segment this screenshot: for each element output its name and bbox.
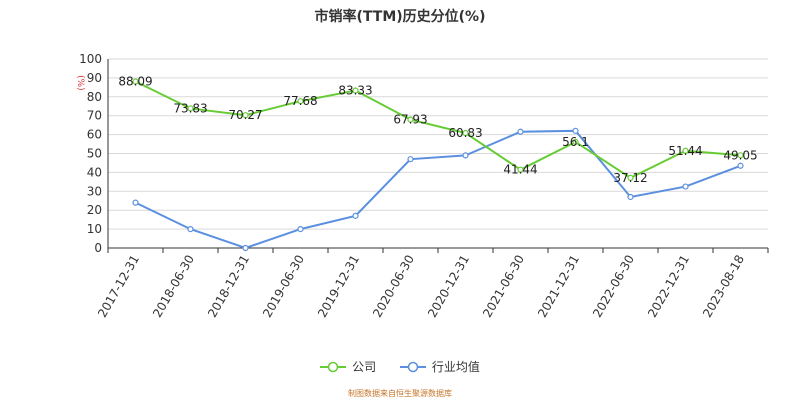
y-tick-label: 80	[87, 90, 102, 104]
data-label: 51.44	[668, 144, 702, 158]
axes	[107, 59, 769, 253]
x-tick-label: 2023-08-18	[700, 253, 747, 320]
x-tick-label: 2021-06-30	[480, 253, 527, 320]
series-line-0	[135, 80, 741, 179]
legend-industry-line-icon	[399, 361, 426, 372]
y-tick-label: 60	[87, 128, 102, 142]
data-label: 83.33	[338, 84, 372, 98]
legend: 公司 行业均值	[0, 358, 800, 376]
x-tick-label: 2019-12-31	[315, 253, 362, 320]
series-0-point[interactable]	[682, 147, 689, 154]
data-label: 77.68	[283, 94, 317, 108]
series-1-point[interactable]	[187, 226, 194, 233]
series-0-point[interactable]	[627, 174, 634, 181]
series-0-point[interactable]	[352, 87, 359, 94]
y-tick-label: 50	[87, 147, 102, 161]
series-0-point[interactable]	[572, 138, 579, 146]
y-tick-label: 40	[87, 165, 102, 179]
x-tick-label: 2019-06-30	[260, 253, 307, 320]
y-tick-label: 20	[87, 203, 102, 217]
data-label: 88.09	[118, 75, 152, 89]
y-tick-label: 0	[94, 241, 102, 255]
x-tick-label: 2021-12-31	[535, 253, 582, 320]
y-tick-label: 70	[87, 109, 102, 123]
x-tick-labels: 2017-12-31 2018-06-30 2018-12-31 2019-06-30…	[95, 253, 747, 320]
series-0-point[interactable]	[132, 78, 139, 85]
series	[132, 78, 744, 252]
source-note: 制图数据来自恒生聚源数据库	[348, 389, 452, 398]
series-0-point[interactable]	[737, 152, 744, 159]
x-tick-label: 2017-12-31	[95, 253, 142, 320]
data-label: 56.1	[562, 135, 589, 149]
x-tick-label: 2018-06-30	[150, 253, 197, 320]
series-0-point[interactable]	[187, 105, 194, 112]
y-axis-unit-label: (%)	[75, 75, 85, 91]
x-tick-label: 2020-06-30	[370, 253, 417, 320]
series-1-point[interactable]	[242, 244, 249, 252]
x-tick-label: 2020-12-31	[425, 253, 472, 320]
series-0-point[interactable]	[297, 98, 304, 105]
y-tick-label: 30	[87, 184, 102, 198]
y-tick-label: 90	[87, 71, 102, 85]
y-tick-labels: 0 10 20 30 40 50 60 70 80 90 100	[79, 52, 102, 255]
data-label: 70.27	[228, 108, 262, 122]
x-tick-label: 2022-06-30	[590, 253, 637, 320]
x-tick-label: 2018-12-31	[205, 253, 252, 320]
series-0-point[interactable]	[242, 112, 249, 119]
series-1-point[interactable]	[462, 152, 469, 159]
series-0-point[interactable]	[462, 129, 469, 137]
legend-company-label: 公司	[352, 360, 377, 374]
data-label: 49.05	[723, 148, 757, 162]
series-line-1	[135, 129, 741, 250]
legend-item-industry-average[interactable]: 行业均值	[399, 358, 480, 375]
series-1-point[interactable]	[132, 199, 139, 206]
series-0-point[interactable]	[517, 166, 524, 173]
series-1-point[interactable]	[407, 156, 414, 163]
legend-industry-label: 行业均值	[431, 360, 480, 374]
y-tick-label: 10	[87, 222, 102, 236]
data-label: 37.12	[613, 171, 647, 185]
chart-title: 市销率(TTM)历史分位(%)	[314, 9, 486, 25]
series-1-point[interactable]	[297, 226, 304, 233]
series-1-point[interactable]	[627, 193, 634, 201]
series-0-point[interactable]	[407, 116, 414, 123]
data-label: 73.83	[173, 101, 207, 115]
series-1-point[interactable]	[682, 183, 689, 190]
data-label: 60.83	[448, 126, 482, 140]
series-1-point[interactable]	[517, 128, 524, 135]
data-labels: 88.09 73.83 70.27 77.68 83.33 67.93 60.83 41.44…	[118, 75, 757, 185]
y-tick-label: 100	[79, 52, 102, 66]
x-tick-label: 2022-12-31	[645, 253, 692, 320]
series-1-point[interactable]	[737, 162, 744, 169]
legend-company-line-icon	[320, 361, 347, 372]
data-label: 67.93	[393, 113, 427, 127]
legend-item-company[interactable]: 公司	[320, 358, 376, 375]
data-label: 41.44	[503, 163, 537, 177]
series-1-point[interactable]	[572, 127, 579, 134]
series-1-point[interactable]	[352, 212, 359, 219]
